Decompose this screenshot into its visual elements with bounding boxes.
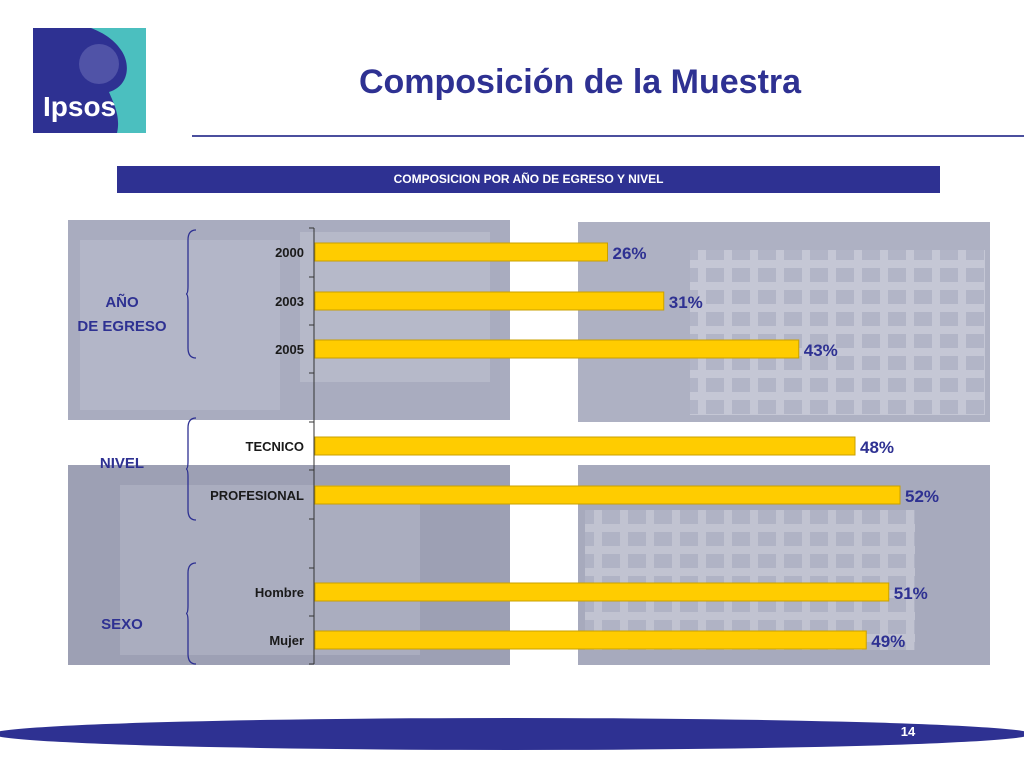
ipsos-logo: Ipsos xyxy=(33,28,146,133)
section-banner: COMPOSICION POR AÑO DE EGRESO Y NIVEL xyxy=(117,166,940,193)
logo-text: Ipsos xyxy=(43,91,116,122)
group-brace xyxy=(185,562,197,665)
value-label: 43% xyxy=(804,341,838,360)
group-label-nivel: NIVEL xyxy=(99,455,145,472)
category-label: TECNICO xyxy=(246,439,305,454)
page-title: Composición de la Muestra xyxy=(358,63,802,101)
value-label: 31% xyxy=(669,293,703,312)
bar-mujer xyxy=(314,630,867,650)
value-label: 48% xyxy=(860,438,894,457)
category-label: PROFESIONAL xyxy=(210,488,304,503)
bar-2000 xyxy=(314,242,608,262)
group-label-egreso: AÑO DE EGRESO xyxy=(77,294,167,335)
page-number: 14 xyxy=(900,724,916,739)
category-label: Hombre xyxy=(255,585,304,600)
bar-tecnico xyxy=(314,436,856,456)
bar-2005 xyxy=(314,339,800,359)
footer-band xyxy=(0,718,1024,750)
value-label: 51% xyxy=(894,584,928,603)
category-label: 2005 xyxy=(275,342,304,357)
value-label: 26% xyxy=(613,244,647,263)
bar-hombre xyxy=(314,582,890,602)
bar-profesional xyxy=(314,485,901,505)
category-label: 2000 xyxy=(275,245,304,260)
group-brace xyxy=(185,229,197,359)
bar-2003 xyxy=(314,291,665,311)
value-label: 49% xyxy=(871,632,905,651)
value-label: 52% xyxy=(905,487,939,506)
category-label: Mujer xyxy=(269,633,304,648)
category-label: 2003 xyxy=(275,294,304,309)
group-label-sexo: SEXO xyxy=(101,616,143,633)
group-brace xyxy=(185,417,197,521)
title-divider xyxy=(192,135,1024,137)
